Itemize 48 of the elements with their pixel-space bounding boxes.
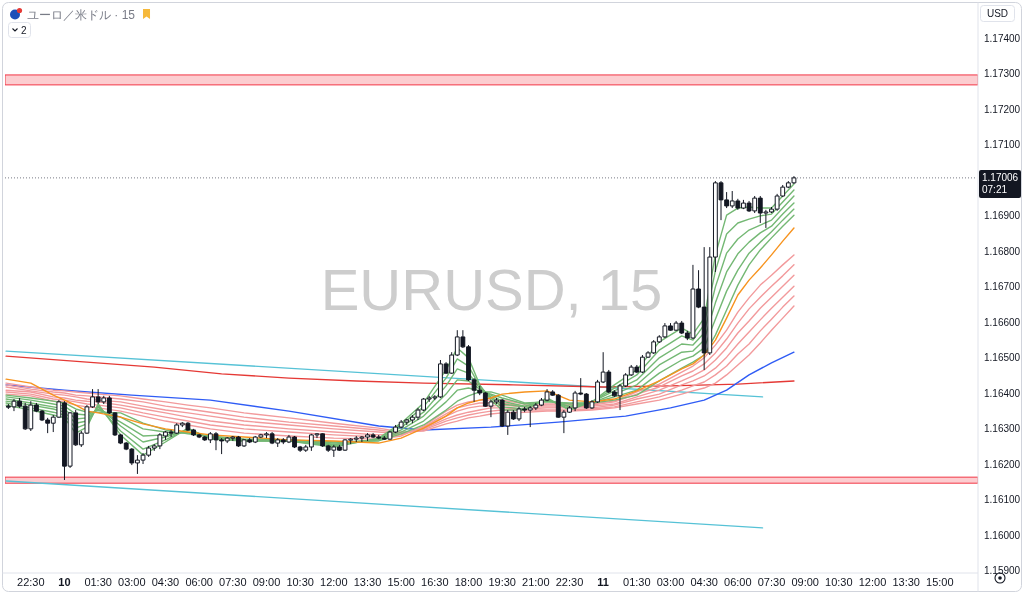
x-tick-label: 15:00 [926,576,954,588]
x-tick-label: 12:00 [320,576,348,588]
x-tick-label: 01:30 [623,576,651,588]
x-tick-label: 06:00 [185,576,213,588]
y-tick-label: 1.16700 [984,281,1021,293]
x-tick-label: 10:30 [286,576,314,588]
x-tick-label: 16:30 [421,576,449,588]
x-tick-label: 21:00 [522,576,550,588]
y-tick-label: 1.16500 [984,352,1021,364]
x-tick-label: 07:30 [757,576,786,588]
x-tick-label: 22:30 [17,576,45,588]
y-tick-label: 1.16900 [984,210,1021,222]
x-tick-label: 10:30 [825,576,853,588]
x-tick-label: 04:30 [690,576,718,588]
y-tick-label: 1.16600 [984,316,1021,328]
x-tick-label: 03:00 [656,576,685,588]
annotation: 2 [21,25,27,36]
x-tick-label: 09:00 [252,576,281,588]
y-tick-label: 1.17400 [984,32,1021,44]
y-tick-label: 1.17200 [984,103,1021,115]
x-tick-label: 12:00 [858,576,887,588]
y-tick-label: 1.17100 [984,139,1021,151]
y-tick-label: 1.16100 [984,494,1021,506]
x-tick-label: 10 [58,576,71,588]
x-tick-label: 19:30 [488,576,516,588]
ref-line-label: 1.17006 [982,172,1019,184]
x-tick-label: 18:00 [454,576,483,588]
y-tick-label: 1.16400 [984,387,1021,399]
y-tick-label: 1.17300 [984,68,1021,80]
x-tick-label: 13:30 [353,576,382,588]
x-tick-label: 09:00 [791,576,819,588]
x-tick-label: 04:30 [151,576,180,588]
x-tick-label: 07:30 [219,576,247,588]
text: 07:21 [982,184,1008,196]
y-tick-label: 1.16200 [984,458,1021,470]
x-tick-label: 11 [597,576,609,588]
y-tick-label: 1.16800 [984,245,1021,257]
chart-title: ユーロ／米ドル · 15 [27,8,136,22]
x-tick-label: 01:30 [84,576,112,588]
x-tick-label: 06:00 [724,576,752,588]
y-tick-label: 1.16300 [984,423,1021,435]
y-axis-title: USD [986,8,1009,19]
x-tick-label: 22:30 [555,576,584,588]
y-tick-label: 1.15900 [984,565,1021,577]
x-tick-label: 13:30 [892,576,920,588]
x-tick-label: 15:00 [387,576,415,588]
y-tick-label: 1.16000 [984,529,1021,541]
x-tick-label: 03:00 [118,576,146,588]
